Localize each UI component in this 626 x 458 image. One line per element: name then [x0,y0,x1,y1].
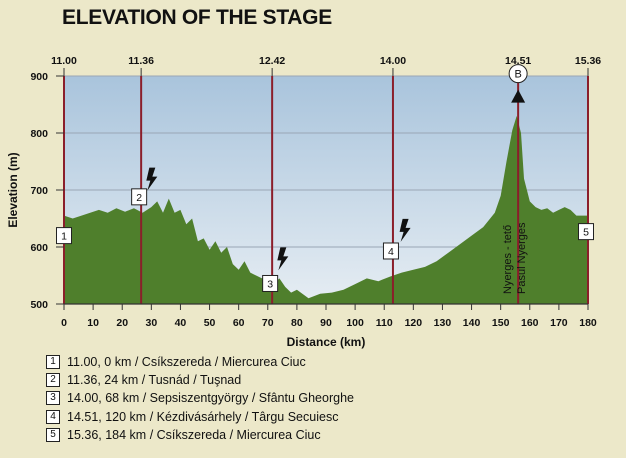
legend-text: 14.00, 68 km / Sepsiszentgyörgy / Sfântu… [67,391,354,406]
checkpoint-number: 1 [61,231,67,243]
y-tick-label: 800 [30,128,48,140]
time-label: 15.36 [575,55,601,67]
x-tick-label: 20 [116,317,128,329]
x-tick-label: 100 [346,317,364,329]
x-tick-label: 50 [204,317,216,329]
summit-circle [508,64,528,84]
legend-item: 4 14.51, 120 km / Kézdivásárhely / Târgu … [46,408,354,426]
legend-item: 2 11.36, 24 km / Tusnád / Tuşnad [46,371,354,389]
legend-text: 15.36, 184 km / Csíkszereda / Miercurea … [67,427,321,442]
x-tick-label: 170 [550,317,568,329]
x-tick-label: 90 [320,317,332,329]
legend-item: 5 15.36, 184 km / Csíkszereda / Miercurea… [46,426,354,444]
x-tick-label: 110 [376,317,393,329]
summit-name-ro: Pasul Nyerges [516,222,528,294]
x-tick-label: 120 [405,317,423,329]
legend-item: 3 14.00, 68 km / Sepsiszentgyörgy / Sfânt… [46,389,354,407]
x-axis-label: Distance (km) [287,335,366,349]
legend-number-box: 1 [46,355,60,370]
legend-number-box: 2 [46,373,60,388]
elevation-area [64,115,588,305]
y-tick-label: 500 [30,299,48,311]
legend-number-box: 3 [46,391,60,406]
checkpoint-number: 2 [136,192,142,204]
checkpoint-box [131,188,148,206]
x-tick-label: 70 [262,317,274,329]
legend-text: 14.51, 120 km / Kézdivásárhely / Târgu S… [67,409,339,424]
time-label: 14.51 [505,55,531,67]
x-tick-label: 30 [145,317,157,329]
x-tick-label: 40 [175,317,187,329]
x-tick-label: 160 [521,317,539,329]
checkpoint-number: 4 [388,246,394,258]
legend-text: 11.00, 0 km / Csíkszereda / Miercurea Ci… [67,355,306,370]
summit-name-hu: Nyerges - tető [502,225,514,294]
x-tick-label: 140 [463,317,481,329]
checkpoint-number: 3 [267,278,273,290]
x-tick-label: 180 [579,317,597,329]
x-tick-label: 60 [233,317,245,329]
time-label: 11.36 [128,55,154,67]
x-tick-label: 0 [61,317,67,329]
checkpoint-box [382,242,399,260]
x-tick-label: 130 [434,317,452,329]
legend-number-box: 4 [46,409,60,424]
chart-title: ELEVATION OF THE STAGE [62,6,332,29]
legend-number-box: 5 [46,427,60,442]
y-tick-label: 700 [30,185,48,197]
x-tick-label: 10 [87,317,99,329]
y-axis-label: Elevation (m) [6,152,20,227]
sprint-lightning-icon [277,247,289,271]
summit-label: B [514,69,521,81]
sprint-lightning-icon [399,218,411,242]
checkpoint-box [262,274,279,292]
y-tick-label: 600 [30,242,48,254]
checkpoint-box [578,223,594,241]
legend-item: 1 11.00, 0 km / Csíkszereda / Miercurea C… [46,353,354,371]
summit-triangle-icon [511,89,526,103]
legend-text: 11.36, 24 km / Tusnád / Tuşnad [67,373,242,388]
time-label: 11.00 [51,55,77,67]
time-label: 14.00 [380,55,406,67]
y-tick-label: 900 [30,71,48,83]
checkpoint-box [56,227,72,245]
time-label: 12.42 [259,55,285,67]
sprint-lightning-icon [146,167,158,191]
x-tick-label: 150 [492,317,510,329]
x-tick-label: 80 [291,317,303,329]
checkpoint-number: 5 [583,227,589,239]
checkpoint-legend: 1 11.00, 0 km / Csíkszereda / Miercurea C… [46,353,354,444]
